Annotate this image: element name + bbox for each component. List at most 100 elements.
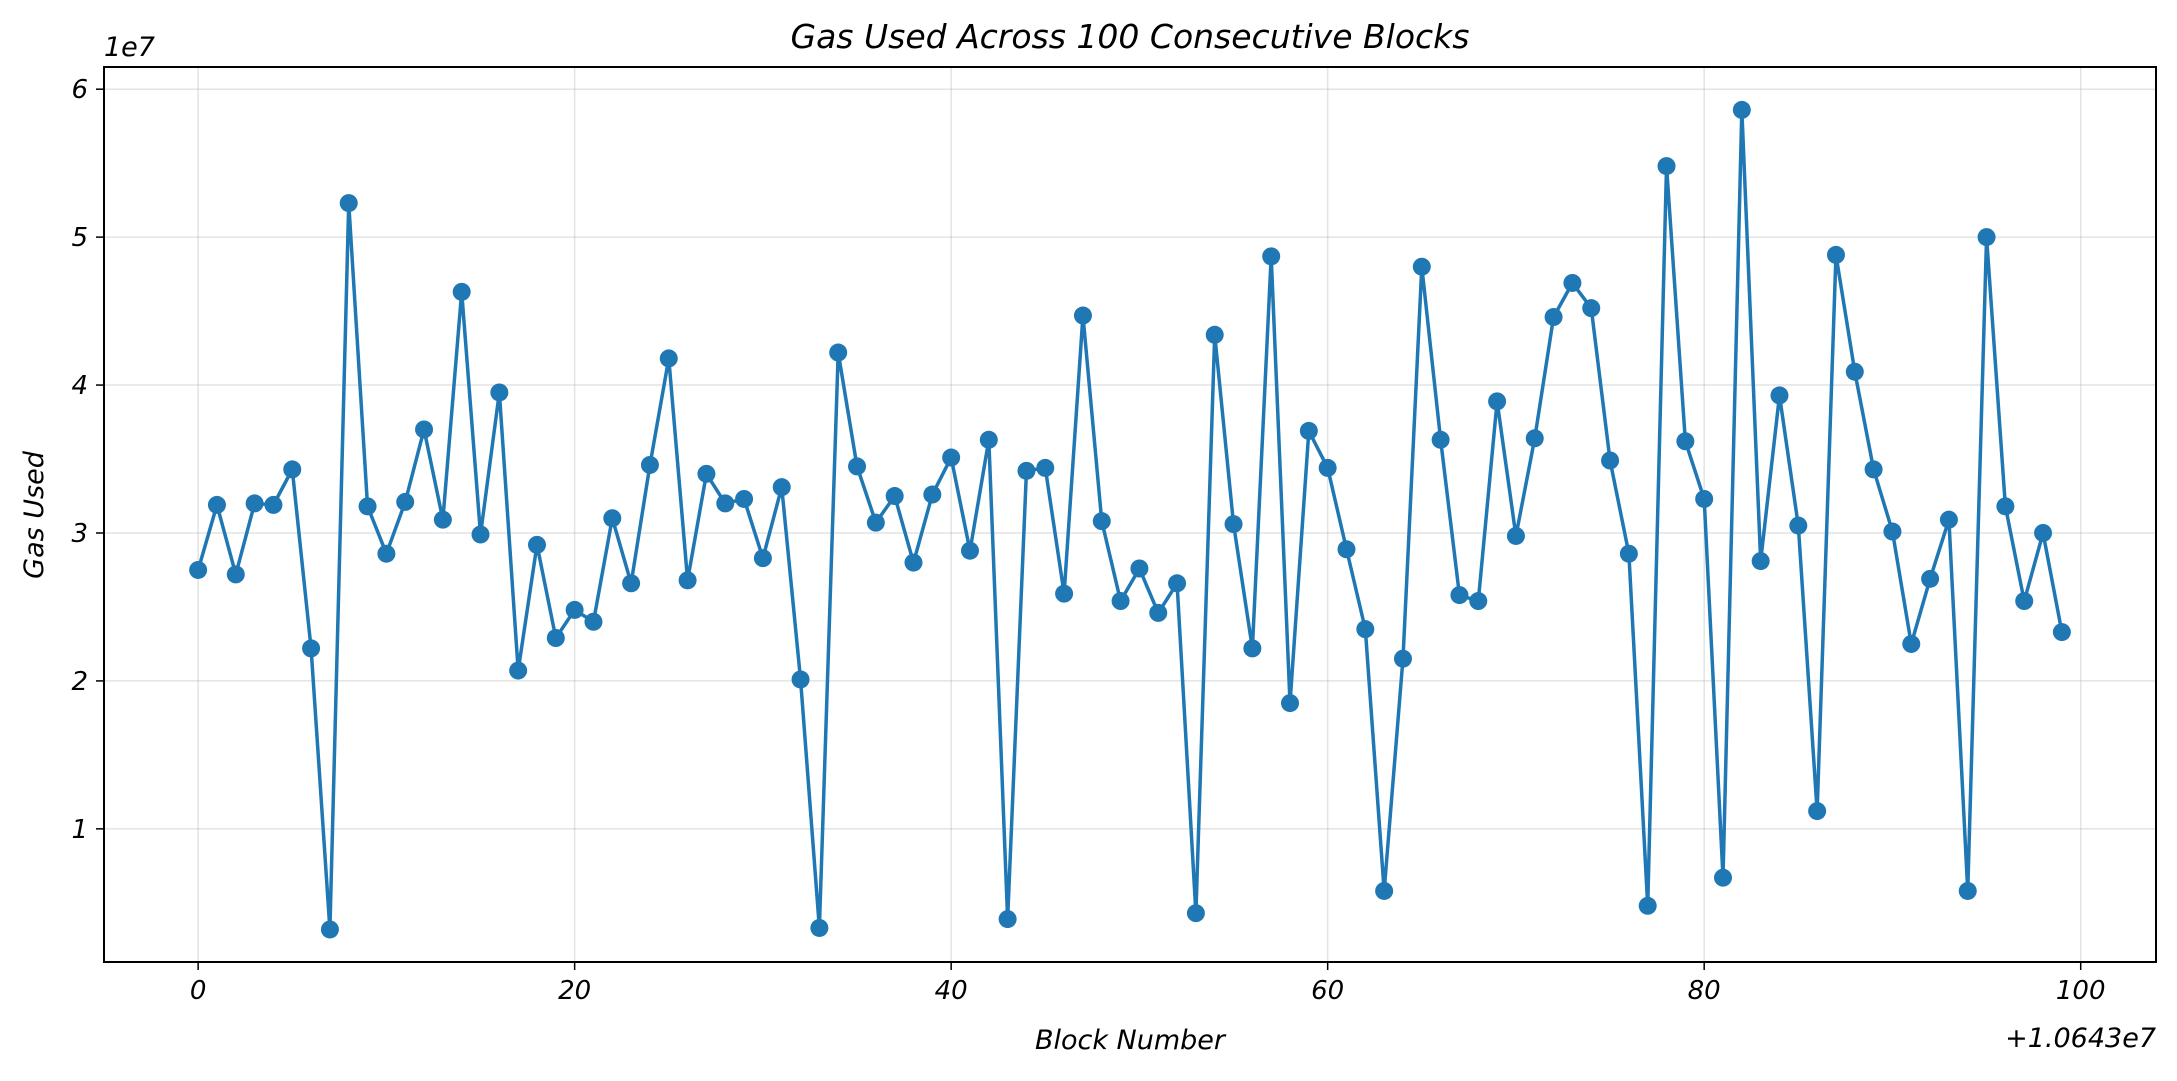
data-point — [1431, 430, 1450, 449]
data-point — [2034, 523, 2053, 542]
x-tick-label: 100 — [2056, 976, 2106, 1006]
data-point — [1996, 497, 2015, 516]
data-point — [584, 612, 603, 631]
data-point — [1073, 306, 1092, 325]
y-tick-label: 5 — [71, 223, 88, 253]
data-point — [1055, 584, 1074, 603]
data-point — [1958, 881, 1977, 900]
data-point — [509, 661, 528, 680]
data-point — [1845, 362, 1864, 381]
data-point — [1469, 592, 1488, 611]
data-point — [471, 525, 490, 544]
data-point — [1450, 586, 1469, 605]
data-point — [1732, 100, 1751, 119]
data-point — [1789, 516, 1808, 535]
data-point — [1619, 544, 1638, 563]
data-point — [1601, 451, 1620, 470]
data-point — [659, 349, 678, 368]
data-point — [226, 565, 245, 584]
plot-frame — [103, 66, 2157, 963]
data-point — [189, 560, 208, 579]
data-point — [1939, 510, 1958, 529]
data-point — [415, 420, 434, 439]
data-point — [810, 918, 829, 937]
data-point — [1262, 247, 1281, 266]
data-point — [565, 600, 584, 619]
data-point — [1657, 157, 1676, 176]
data-point — [320, 920, 339, 939]
data-point — [1544, 308, 1563, 327]
data-point — [640, 455, 659, 474]
data-point — [433, 510, 452, 529]
data-point — [452, 282, 471, 301]
data-point — [358, 497, 377, 516]
data-point — [302, 639, 321, 658]
data-point — [772, 478, 791, 497]
data-point — [527, 535, 546, 554]
data-point — [960, 541, 979, 560]
data-point — [1902, 634, 1921, 653]
data-point — [1224, 515, 1243, 534]
data-point — [264, 495, 283, 514]
y-tick-label: 6 — [71, 75, 88, 105]
x-axis-label: Block Number — [1035, 1025, 1227, 1056]
data-point — [1393, 649, 1412, 668]
data-point — [1017, 461, 1036, 480]
data-point — [546, 629, 565, 648]
data-point — [735, 489, 754, 508]
data-point — [2052, 623, 2071, 642]
data-point — [753, 549, 772, 568]
data-point — [1205, 325, 1224, 344]
chart-title: Gas Used Across 100 Consecutive Blocks — [791, 17, 1470, 56]
data-point — [1092, 512, 1111, 531]
x-tick-label: 80 — [1688, 976, 1721, 1006]
y-tick-label: 1 — [71, 815, 88, 845]
data-point — [1751, 552, 1770, 571]
data-point — [396, 492, 415, 511]
data-point — [904, 553, 923, 572]
data-point — [1356, 620, 1375, 639]
y-tick-label: 2 — [71, 667, 88, 697]
data-point — [848, 457, 867, 476]
data-point — [998, 910, 1017, 929]
data-point — [1186, 904, 1205, 923]
data-point — [1582, 299, 1601, 318]
data-point — [678, 571, 697, 590]
data-point — [885, 487, 904, 506]
tick-layer: 0 20 40 60 80 100 1 2 3 4 5 6 — [71, 75, 2105, 1006]
data-point — [1281, 694, 1300, 713]
data-point — [207, 495, 226, 514]
data-point — [1318, 458, 1337, 477]
data-point — [490, 383, 509, 402]
data-point — [866, 513, 885, 532]
data-point — [1299, 421, 1318, 440]
data-point — [622, 574, 641, 593]
data-point — [979, 430, 998, 449]
data-point — [829, 343, 848, 362]
x-tick-label: 20 — [558, 976, 591, 1006]
data-point — [1168, 574, 1187, 593]
data-point — [923, 485, 942, 504]
data-point — [1808, 802, 1827, 821]
data-point — [1525, 429, 1544, 448]
data-point — [1375, 881, 1394, 900]
x-tick-label: 0 — [190, 976, 207, 1006]
data-point — [942, 448, 961, 467]
data-point — [1883, 522, 1902, 541]
grid-layer — [104, 67, 2156, 962]
data-point — [1111, 592, 1130, 611]
data-point — [1036, 458, 1055, 477]
data-point — [1638, 896, 1657, 915]
data-point — [716, 494, 735, 513]
data-point — [1488, 392, 1507, 411]
data-point — [1826, 245, 1845, 264]
data-point — [697, 464, 716, 483]
data-point — [791, 670, 810, 689]
data-point — [245, 494, 264, 513]
data-point — [1130, 559, 1149, 578]
data-point — [377, 544, 396, 563]
data-point — [1714, 868, 1733, 887]
x-tick-label: 40 — [935, 976, 968, 1006]
y-axis-label: Gas Used — [19, 450, 50, 579]
data-point — [1864, 460, 1883, 479]
